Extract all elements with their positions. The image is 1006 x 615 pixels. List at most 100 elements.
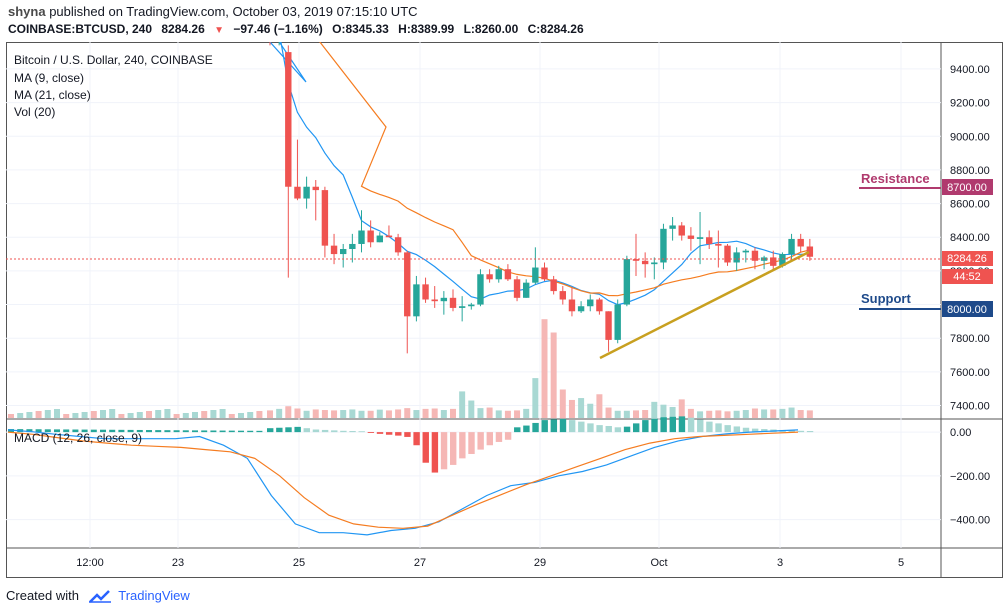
candle-body <box>431 299 438 302</box>
volume-bar <box>541 319 548 418</box>
price-tick-label: 8800.00 <box>950 165 990 177</box>
tradingview-brand[interactable]: TradingView <box>118 588 190 603</box>
time-tick-label: Oct <box>650 557 667 569</box>
candle-body <box>568 299 576 312</box>
volume-layer <box>8 319 813 418</box>
volume-bar <box>504 410 511 418</box>
close-value: C:8284.26 <box>527 22 584 36</box>
volume-bar <box>376 409 383 418</box>
macd-histogram-bar <box>63 429 70 433</box>
macd-histogram-bar <box>395 432 402 436</box>
candle-body <box>349 243 356 250</box>
macd-histogram-bar <box>276 427 283 433</box>
footer: Created with TradingView <box>6 588 190 603</box>
volume-bar <box>146 411 152 418</box>
candle-body <box>477 274 484 305</box>
macd-histogram-bar <box>422 432 429 463</box>
volume-bar <box>596 394 603 418</box>
candle-body <box>504 269 512 280</box>
candle-body <box>788 238 795 255</box>
volume-bar <box>788 407 795 418</box>
last-price: 8284.26 <box>161 22 205 36</box>
macd-histogram-bar <box>495 432 503 442</box>
volume-bar <box>256 411 263 418</box>
macd-histogram-bar <box>228 430 235 433</box>
volume-bar <box>81 412 88 418</box>
resistance-label[interactable]: Resistance <box>861 171 930 186</box>
volume-bar <box>550 332 557 418</box>
publish-text: published on TradingView.com, October 03… <box>49 4 418 19</box>
volume-bar <box>321 410 328 418</box>
volume-bar <box>495 410 502 418</box>
macd-histogram-bar <box>303 428 310 433</box>
macd-histogram-bar <box>136 429 143 433</box>
time-tick-label: 12:00 <box>76 557 104 569</box>
volume-bar <box>779 408 786 418</box>
macd-histogram-bar <box>742 427 750 433</box>
macd-histogram-bar <box>312 429 320 433</box>
candle-body <box>724 245 731 263</box>
macd-histogram-bar <box>90 429 97 433</box>
volume-bar <box>276 408 283 418</box>
candle-body <box>623 259 631 305</box>
support-label[interactable]: Support <box>861 291 911 306</box>
candle-body <box>651 262 658 265</box>
candle-body <box>330 245 338 255</box>
macd-histogram-bar <box>706 421 713 433</box>
volume-bar <box>523 408 530 418</box>
macd-histogram-bar <box>146 430 152 433</box>
ma21-legend[interactable]: MA (21, close) <box>14 88 91 102</box>
macd-histogram-bar <box>514 427 521 433</box>
volume-bar <box>358 410 365 418</box>
chart-background <box>6 42 1003 578</box>
volume-bar <box>8 414 14 418</box>
macd-histogram-bar <box>358 431 365 433</box>
support-trendline[interactable] <box>599 250 810 360</box>
volume-bar <box>182 413 189 418</box>
support-price-text: 8000.00 <box>947 304 987 316</box>
high-value: H:8389.99 <box>398 22 455 36</box>
volume-bar <box>669 406 676 418</box>
volume-bar <box>367 410 374 418</box>
chart-header: shyna published on TradingView.com, Octo… <box>0 0 1006 42</box>
macd-histogram-bar <box>477 432 484 450</box>
candle-body <box>440 297 448 302</box>
chart-frame[interactable]: Resistance Support Bitcoin / U.S. Dollar… <box>6 30 1003 578</box>
macd-histogram-bar <box>578 421 585 433</box>
macd-histogram-bar <box>541 420 548 433</box>
candle-body <box>458 306 466 308</box>
volume-bar <box>340 410 347 418</box>
macd-histogram-bar <box>623 426 631 433</box>
candle-body <box>340 249 347 255</box>
candle-body <box>303 186 310 199</box>
candle-body <box>513 279 521 298</box>
macd-histogram-bar <box>468 432 475 454</box>
macd-layer <box>7 416 814 536</box>
ma9-legend[interactable]: MA (9, close) <box>14 71 84 85</box>
time-tick-label: 3 <box>777 557 783 569</box>
countdown-tag <box>942 269 993 284</box>
macd-histogram-bar <box>431 432 439 473</box>
volume-legend[interactable]: Vol (20) <box>14 105 55 119</box>
macd-histogram-bar <box>440 432 448 470</box>
volume-bar <box>532 378 539 418</box>
volume-bar <box>514 410 521 418</box>
volume-bar <box>312 409 319 418</box>
macd-histogram-bar <box>404 432 411 437</box>
volume-bar <box>90 411 97 418</box>
macd-legend[interactable]: MACD (12, 26, close, 9) <box>14 431 142 445</box>
volume-bar <box>806 410 813 418</box>
candle-body <box>669 225 676 229</box>
macd-histogram-bar <box>523 425 530 433</box>
macd-histogram-bar <box>44 429 51 433</box>
author-name[interactable]: shyna <box>8 4 46 19</box>
volume-bar <box>100 410 106 418</box>
candle-body <box>687 235 695 239</box>
chart-svg[interactable]: Resistance Support Bitcoin / U.S. Dollar… <box>6 30 1003 578</box>
candle-body <box>641 260 649 265</box>
macd-histogram-bar <box>559 419 567 433</box>
volume-bar <box>228 414 235 418</box>
macd-histogram-bar <box>192 430 198 433</box>
macd-histogram-bar <box>751 428 759 433</box>
time-tick-label: 29 <box>534 557 546 569</box>
